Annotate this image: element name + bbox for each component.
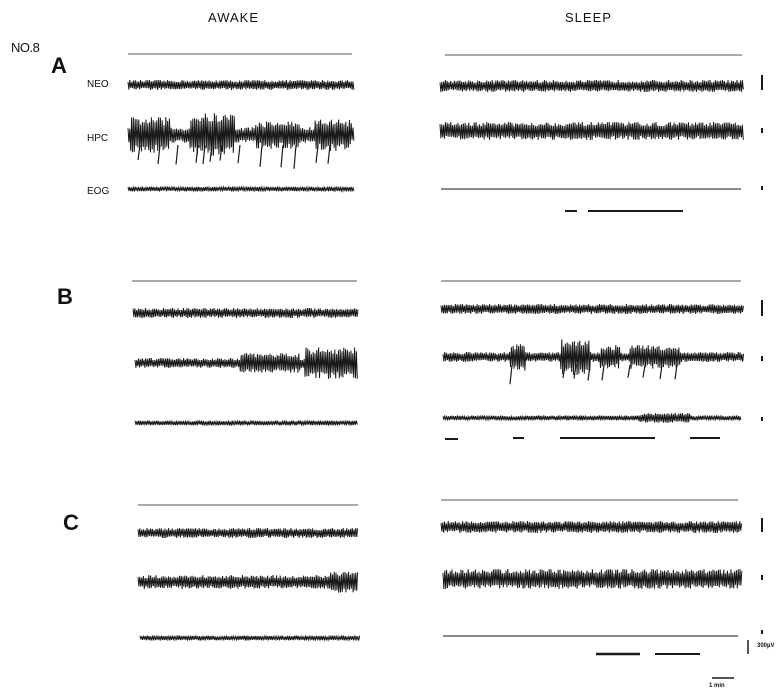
trace-eog-awake-c [139, 634, 361, 642]
trace-eog-awake-a [127, 185, 355, 193]
column-heading-sleep: SLEEP [565, 10, 612, 25]
column-heading-awake: AWAKE [208, 10, 259, 25]
panel-label-a: A [51, 53, 67, 78]
trace-hpc-awake-a [127, 113, 355, 156]
scale-bar-time-label: 1 min [709, 683, 725, 689]
channel-label-hpc: HPC [87, 133, 109, 144]
trace-eog-sleep-b [442, 412, 742, 423]
spikes-hpc-sleep-b [509, 364, 678, 385]
trace-hpc-sleep-a [439, 121, 744, 140]
channel-label-neo: NEO [87, 79, 109, 90]
trace-eog-awake-b [134, 419, 358, 427]
figure-number: NO.8 [11, 40, 40, 55]
trace-neo-sleep-c [440, 520, 743, 534]
trace-hpc-awake-b [134, 347, 358, 379]
trace-hpc-sleep-c [442, 568, 743, 590]
trace-neo-sleep-b [440, 303, 744, 315]
scale-bar-amplitude-label: 300µV [757, 643, 775, 649]
trace-neo-sleep-a [439, 79, 744, 93]
trace-neo-awake-a [127, 79, 355, 91]
spikes-hpc-awake-a [137, 144, 331, 169]
panel-label-b: B [57, 284, 73, 309]
trace-hpc-awake-c [137, 571, 359, 593]
trace-neo-awake-b [132, 307, 359, 319]
channel-label-eog: EOG [87, 186, 110, 197]
panel-label-c: C [63, 510, 79, 535]
trace-neo-awake-c [137, 527, 359, 539]
trace-hpc-sleep-b [442, 339, 745, 375]
